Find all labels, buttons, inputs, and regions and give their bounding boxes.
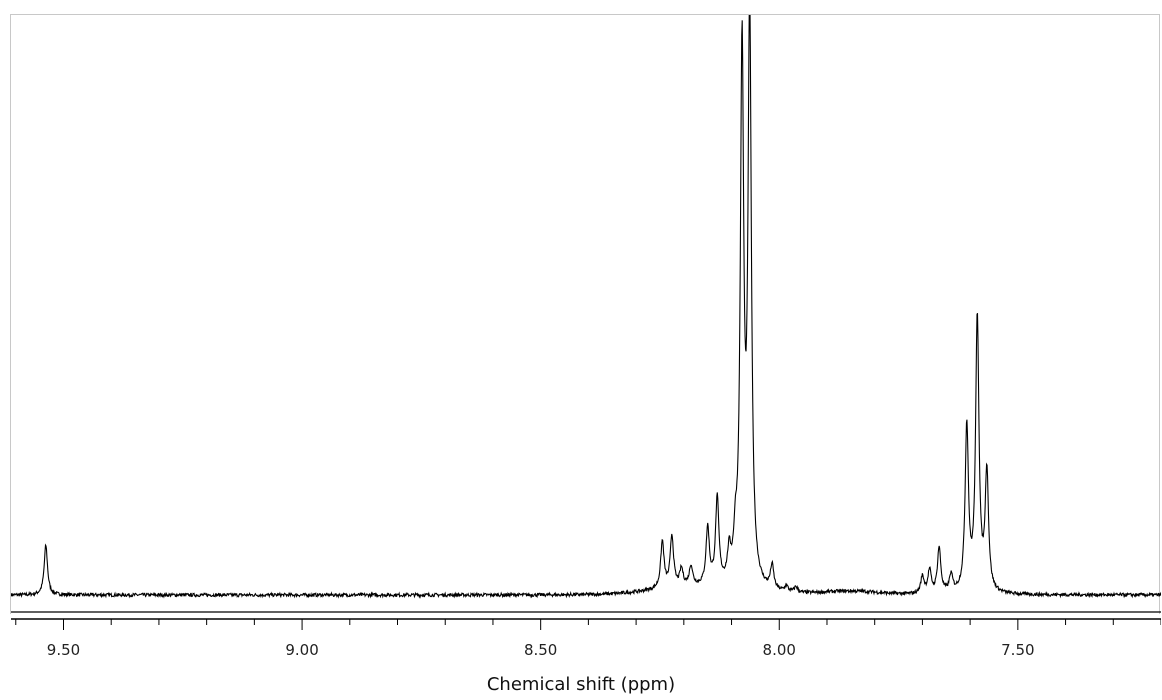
spectrum-trace [11,15,1161,599]
x-axis-ticks: 9.50 9.00 8.50 8.00 7.50 [15,619,1161,659]
x-tick-label: 9.00 [285,641,318,659]
nmr-spectrum-chart: 9.50 9.00 8.50 8.00 7.50 [11,15,1161,659]
x-tick-label: 7.50 [1001,641,1034,659]
x-tick-label: 9.50 [47,641,80,659]
plot-area: 9.50 9.00 8.50 8.00 7.50 [10,14,1161,659]
x-tick-label: 8.50 [524,641,557,659]
x-tick-label: 8.00 [763,641,796,659]
x-axis-title: Chemical shift (ppm) [486,674,676,695]
